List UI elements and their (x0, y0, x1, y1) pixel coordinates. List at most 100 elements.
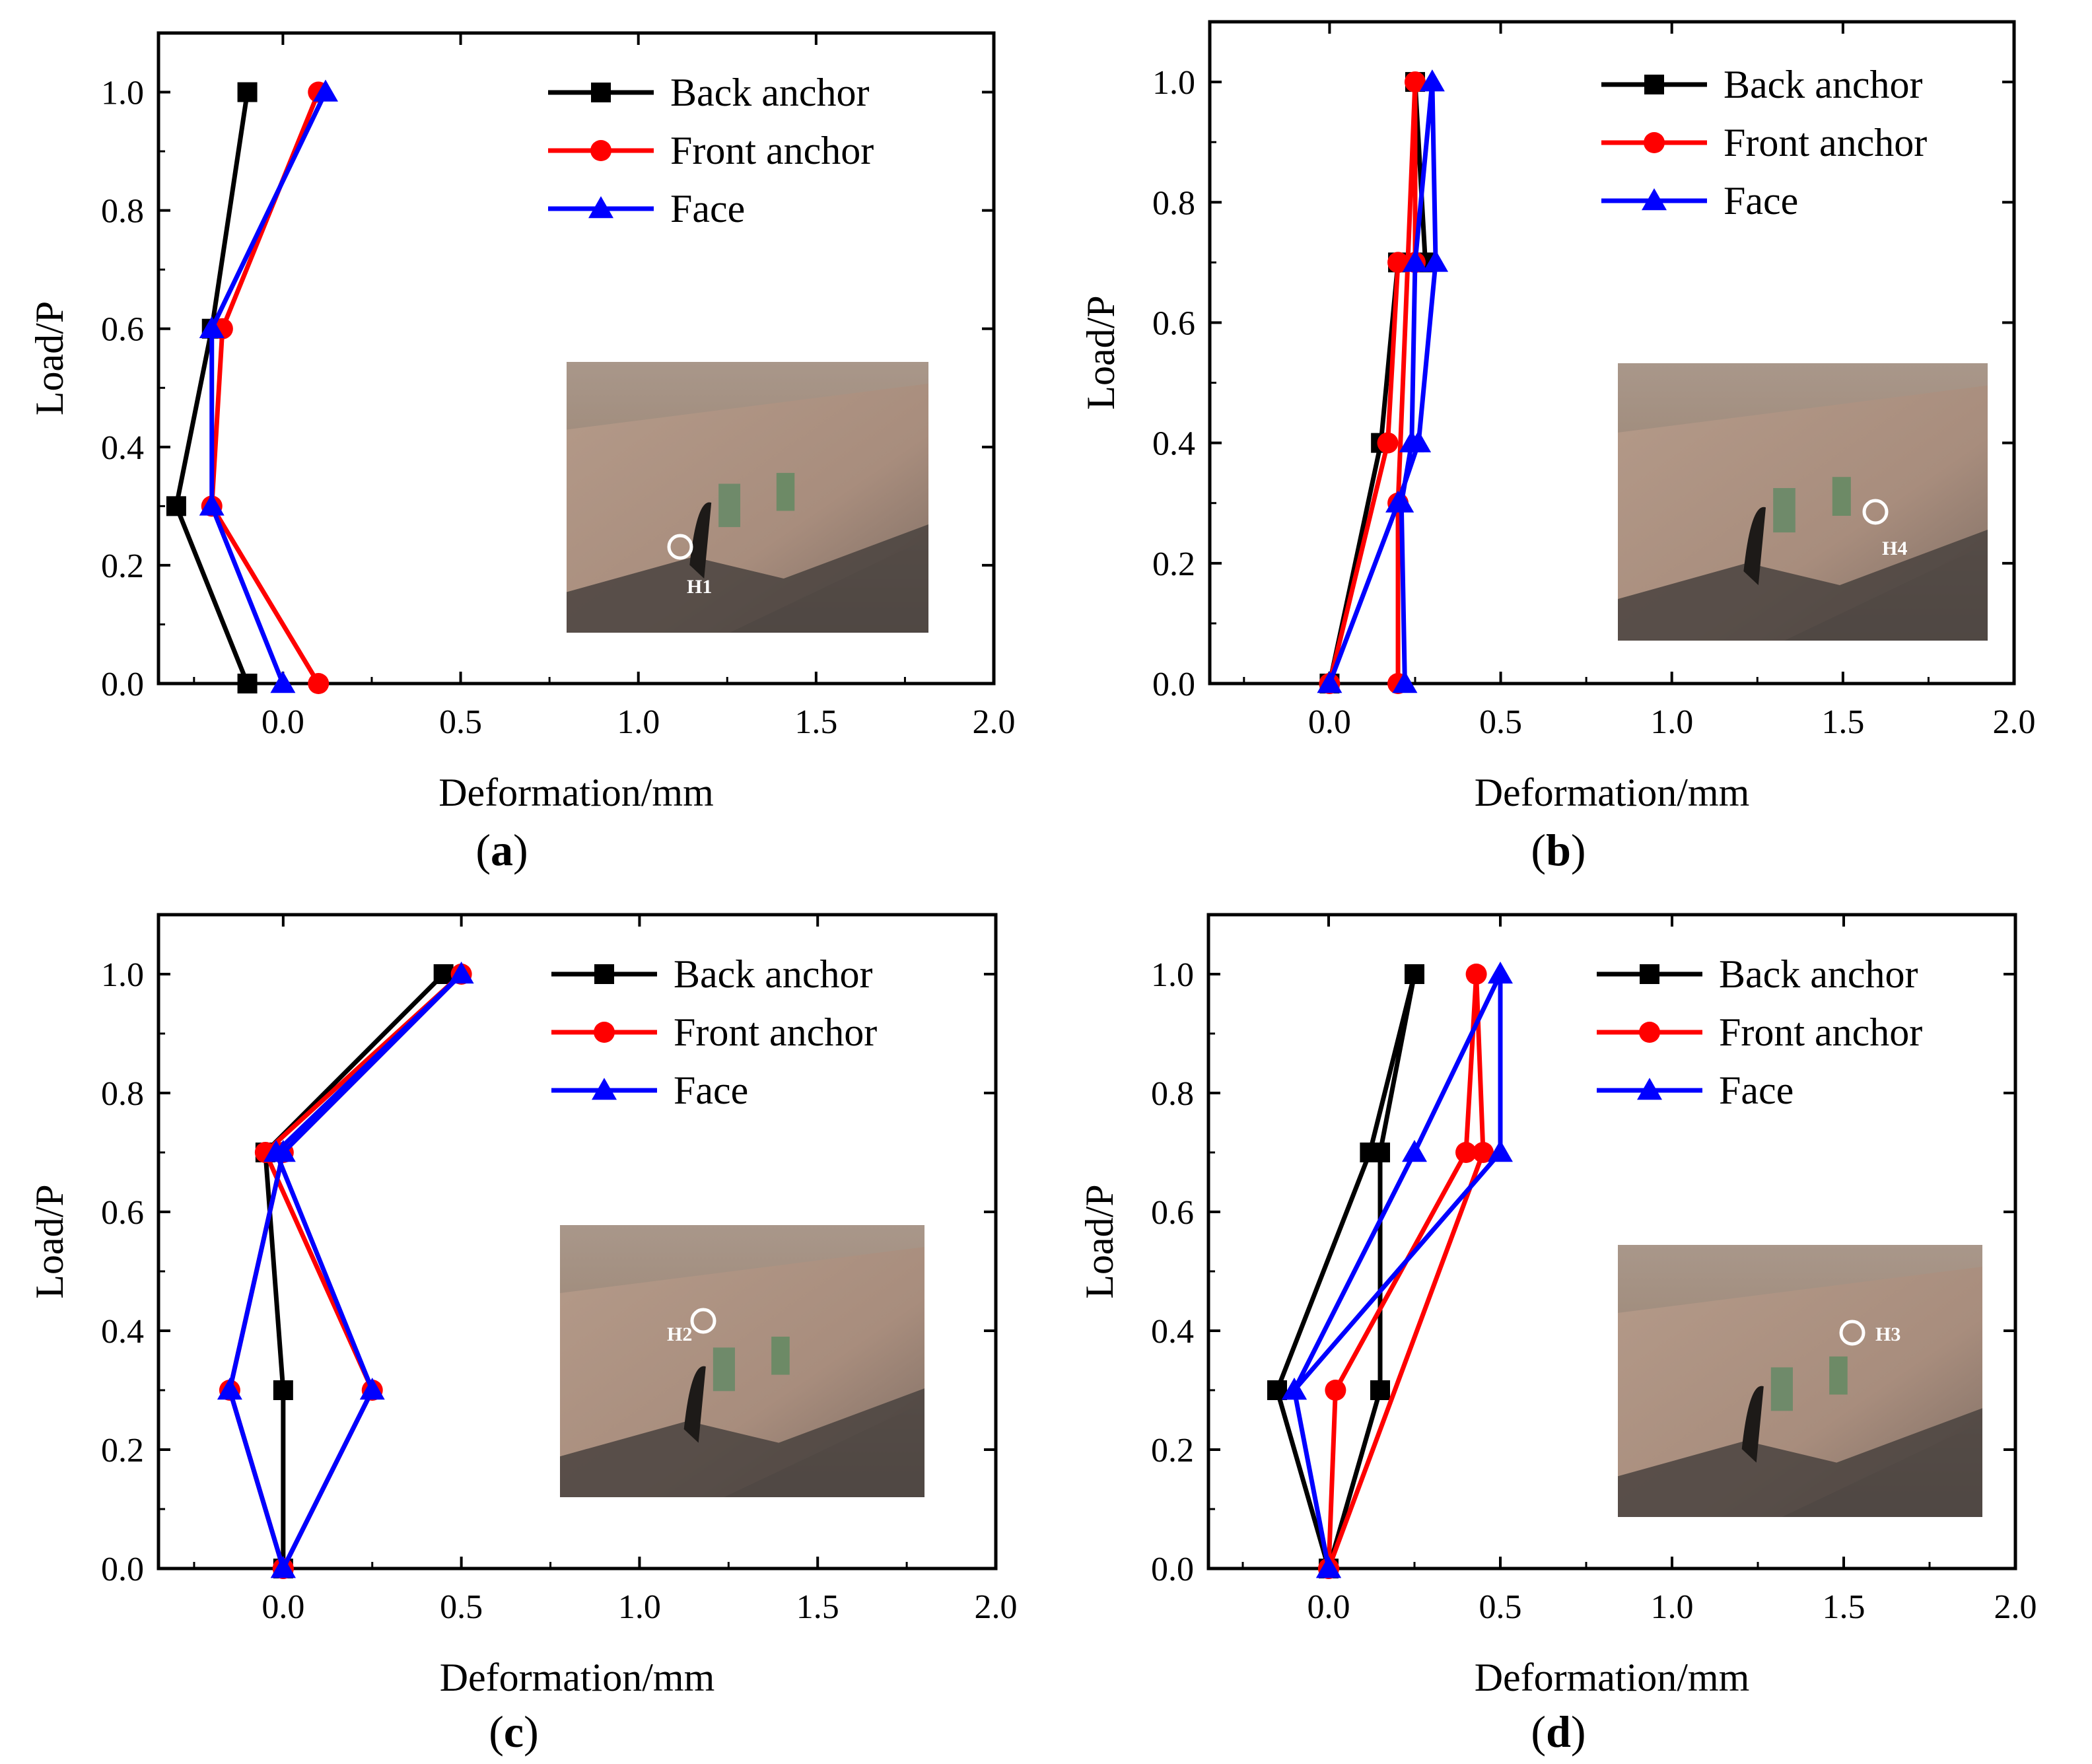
panel-a: 0.0 0.5 1.0 1.5 2.0 0.0 0.2 0.4 0.6 0.8 1.0 Deforma… (28, 31, 1016, 875)
data-point (1317, 671, 1342, 693)
inset-shadow (1618, 530, 1988, 641)
series-face (1317, 69, 1449, 693)
x-tick-label: 2.0 (1994, 1588, 2037, 1626)
x-tick-label: 2.0 (1993, 703, 2036, 741)
y-tick-label: 0.0 (1151, 1551, 1194, 1588)
series-back-anchor (1319, 72, 1436, 693)
inset-location-circle (1839, 1320, 1865, 1346)
legend-marker (594, 1022, 615, 1043)
legend-marker (1644, 75, 1664, 94)
inset-location-circle (690, 1308, 716, 1334)
legend-label: Back anchor (670, 71, 870, 114)
data-point (1282, 1378, 1307, 1400)
legend: Back anchor Front anchor Face (551, 952, 877, 1112)
legend-label: Face (1724, 179, 1798, 223)
x-axis-title: Deformation/mm (440, 1656, 715, 1699)
y-tick-label: 0.4 (1152, 425, 1195, 463)
inset-location-label: H1 (687, 576, 712, 598)
series-line (209, 91, 321, 685)
panel-caption: (d) (1531, 1707, 1586, 1757)
inset-location-label: H2 (667, 1323, 692, 1345)
x-tick-label: 0.5 (1479, 703, 1522, 741)
x-tick-label: 0.0 (1308, 703, 1351, 741)
caption-letter: c (504, 1707, 524, 1757)
series-back-anchor (255, 964, 454, 1578)
y-tick-label: 0.0 (101, 1551, 144, 1588)
y-tick-label: 0.8 (101, 193, 144, 230)
legend-marker (592, 1078, 617, 1100)
x-tick-label: 2.0 (975, 1588, 1018, 1626)
legend-label: Face (670, 187, 745, 230)
data-point (1392, 671, 1418, 693)
legend-label: Front anchor (670, 129, 874, 172)
series-face (199, 79, 338, 693)
y-tick-label: 0.6 (1151, 1194, 1194, 1232)
data-point (1377, 432, 1399, 454)
data-point (1316, 1556, 1341, 1578)
y-tick-label: 1.0 (101, 956, 144, 994)
caption-close: ) (513, 825, 528, 875)
y-axis-title: Load/P (28, 301, 71, 415)
data-point (273, 1380, 293, 1400)
caption-close: ) (1571, 1707, 1586, 1757)
inset-shadow (1618, 1408, 1982, 1517)
panel-caption: (a) (475, 825, 528, 875)
data-point (199, 316, 225, 338)
x-tick-label: 1.5 (794, 703, 837, 741)
inset-photo: H1 (567, 362, 928, 633)
caption-open: ( (489, 1707, 504, 1757)
series-line (209, 91, 328, 685)
y-tick-label: 1.0 (101, 75, 144, 112)
inset-crevice (683, 1366, 706, 1443)
legend-label: Front anchor (1724, 121, 1927, 164)
panel-d: 0.0 0.5 1.0 1.5 2.0 0.0 0.2 0.4 0.6 0.8 1.0 Deforma… (1078, 913, 2037, 1757)
data-point (1455, 1142, 1477, 1163)
inset-panel-left (1770, 1367, 1793, 1411)
data-point (1389, 490, 1414, 512)
legend-marker (1640, 964, 1659, 984)
legend-marker (591, 83, 611, 102)
y-tick-label: 0.2 (1151, 1432, 1194, 1469)
inset-panel-left (713, 1347, 735, 1392)
y-tick-label: 0.6 (101, 311, 144, 349)
caption-letter: d (1546, 1707, 1571, 1757)
caption-close: ) (1571, 825, 1586, 875)
data-point (1423, 250, 1449, 272)
data-point (1402, 1140, 1427, 1162)
y-tick-label: 1.0 (1152, 64, 1195, 102)
x-axis-title: Deformation/mm (1475, 1656, 1750, 1699)
legend: Back anchor Front anchor Face (1601, 63, 1927, 223)
inset-crevice (689, 502, 712, 579)
x-tick-label: 1.5 (796, 1588, 839, 1626)
y-tick-label: 1.0 (1151, 956, 1194, 994)
series-line (174, 92, 250, 685)
x-axis-title: Deformation/mm (1475, 771, 1750, 814)
series-front-anchor (201, 81, 330, 694)
data-point (1465, 964, 1487, 985)
series-line (1326, 971, 1486, 1570)
data-point (1419, 69, 1445, 92)
legend-label: Face (674, 1069, 748, 1112)
legend-label: Back anchor (1724, 63, 1923, 106)
legend-label: Back anchor (1719, 952, 1918, 996)
series-line (1274, 971, 1417, 1569)
inset-location-circle (1862, 499, 1889, 525)
legend-marker (1637, 1078, 1662, 1100)
caption-open: ( (475, 825, 491, 875)
x-tick-label: 0.5 (1479, 1588, 1522, 1626)
inset-panel-left (1773, 488, 1796, 533)
inset-photo: H4 (1618, 363, 1988, 641)
inset-panel-right (1829, 1356, 1848, 1395)
data-point (1405, 964, 1424, 984)
data-point (1404, 71, 1426, 93)
legend-marker (594, 964, 614, 984)
legend-marker (588, 196, 613, 219)
data-point (308, 673, 330, 694)
x-tick-label: 1.0 (1650, 703, 1693, 741)
inset-panel-right (1832, 477, 1851, 516)
y-axis-title: Load/P (1078, 1184, 1121, 1298)
data-point (1325, 1380, 1346, 1401)
y-tick-label: 0.4 (101, 429, 144, 467)
y-tick-label: 0.8 (1152, 184, 1195, 222)
